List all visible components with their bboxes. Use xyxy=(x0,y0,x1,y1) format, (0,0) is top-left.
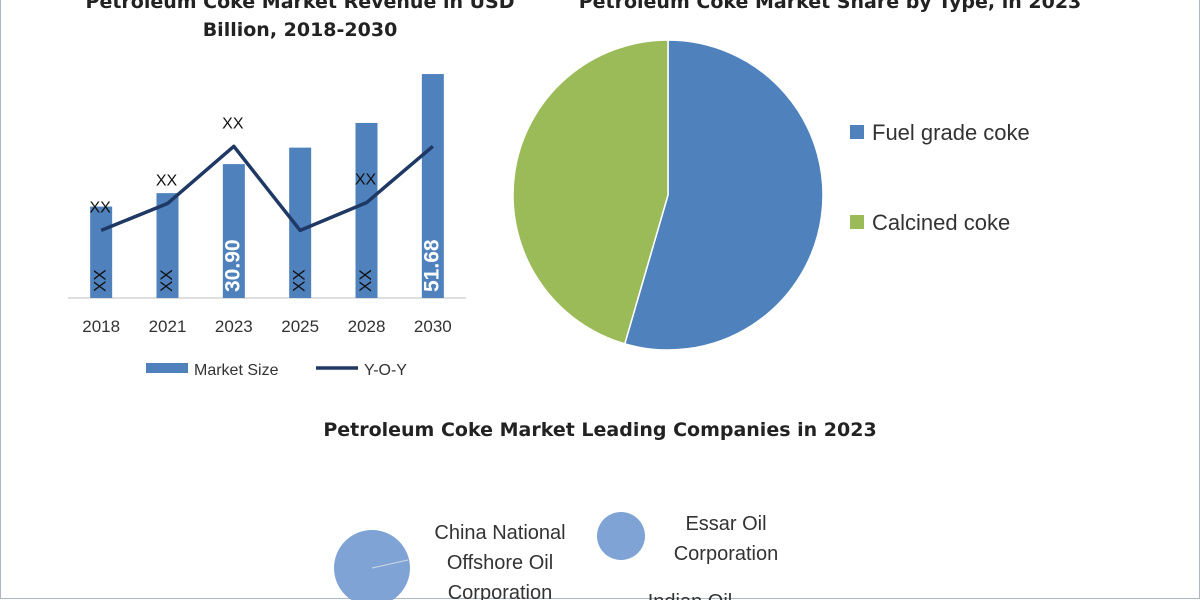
x-tick-label-2030: 2030 xyxy=(414,317,452,336)
yoy-label-2018: XX xyxy=(89,199,111,216)
bar-value-label-2021: XX xyxy=(157,269,176,292)
companies-title: Petroleum Coke Market Leading Companies … xyxy=(323,419,877,441)
bubble-2 xyxy=(597,512,645,560)
legend-label-1: Fuel grade coke xyxy=(872,120,1030,145)
companies-bubble-chart: China National Offshore Oil Corporation Ess… xyxy=(334,512,779,600)
bubble-label-2: Essar Oil Corporation xyxy=(674,513,779,565)
x-tick-label-2021: 2021 xyxy=(149,317,187,336)
legend-swatch-2 xyxy=(850,215,864,229)
legend-label-yoy: Y-O-Y xyxy=(364,362,407,379)
bubble-1 xyxy=(334,530,410,600)
bar-value-label-2023: 30.90 xyxy=(221,239,244,292)
bubble-label-1: China National Offshore Oil Corporation xyxy=(434,522,565,600)
pie-slice-2 xyxy=(512,39,669,345)
pie-chart: Fuel grade coke Calcined coke xyxy=(512,39,1030,351)
bar-2028 xyxy=(355,122,378,298)
pie-chart-title: Petroleum Coke Market Share by Type, in … xyxy=(578,0,1082,13)
bar-value-label-2030: 51.68 xyxy=(420,239,443,292)
bar-2021 xyxy=(156,193,179,298)
bar-2025 xyxy=(289,147,312,298)
bar-2030 xyxy=(421,74,444,298)
bar-chart: XX 2018 XX 2021 30.90 2023 XX 2025 XX 2028 51.68 20… xyxy=(68,74,466,379)
x-tick-label-2018: 2018 xyxy=(82,317,120,336)
bar-value-label-2025: XX xyxy=(290,269,309,292)
bar-value-label-2028: XX xyxy=(356,269,375,292)
bar-chart-title: Petroleum Coke Market Revenue in USD Bil… xyxy=(85,0,515,41)
legend-label-2: Calcined coke xyxy=(872,210,1010,235)
yoy-label-2028: XX xyxy=(355,172,377,189)
legend-swatch-market-size xyxy=(146,363,188,373)
pie-slice-1 xyxy=(623,39,824,351)
bubble-1-leader xyxy=(371,559,409,569)
x-tick-label-2023: 2023 xyxy=(215,317,253,336)
yoy-label-2021: XX xyxy=(156,173,178,190)
x-tick-label-2025: 2025 xyxy=(281,317,319,336)
legend-label-market-size: Market Size xyxy=(194,362,279,379)
bar-value-label-2018: XX xyxy=(91,269,110,292)
bubble-label-3: Indian Oil xyxy=(648,591,733,600)
yoy-line xyxy=(100,144,434,233)
x-tick-label-2028: 2028 xyxy=(348,317,386,336)
bar-2023 xyxy=(222,164,245,298)
legend-swatch-1 xyxy=(850,125,864,139)
yoy-label-2023: XX xyxy=(222,115,244,132)
